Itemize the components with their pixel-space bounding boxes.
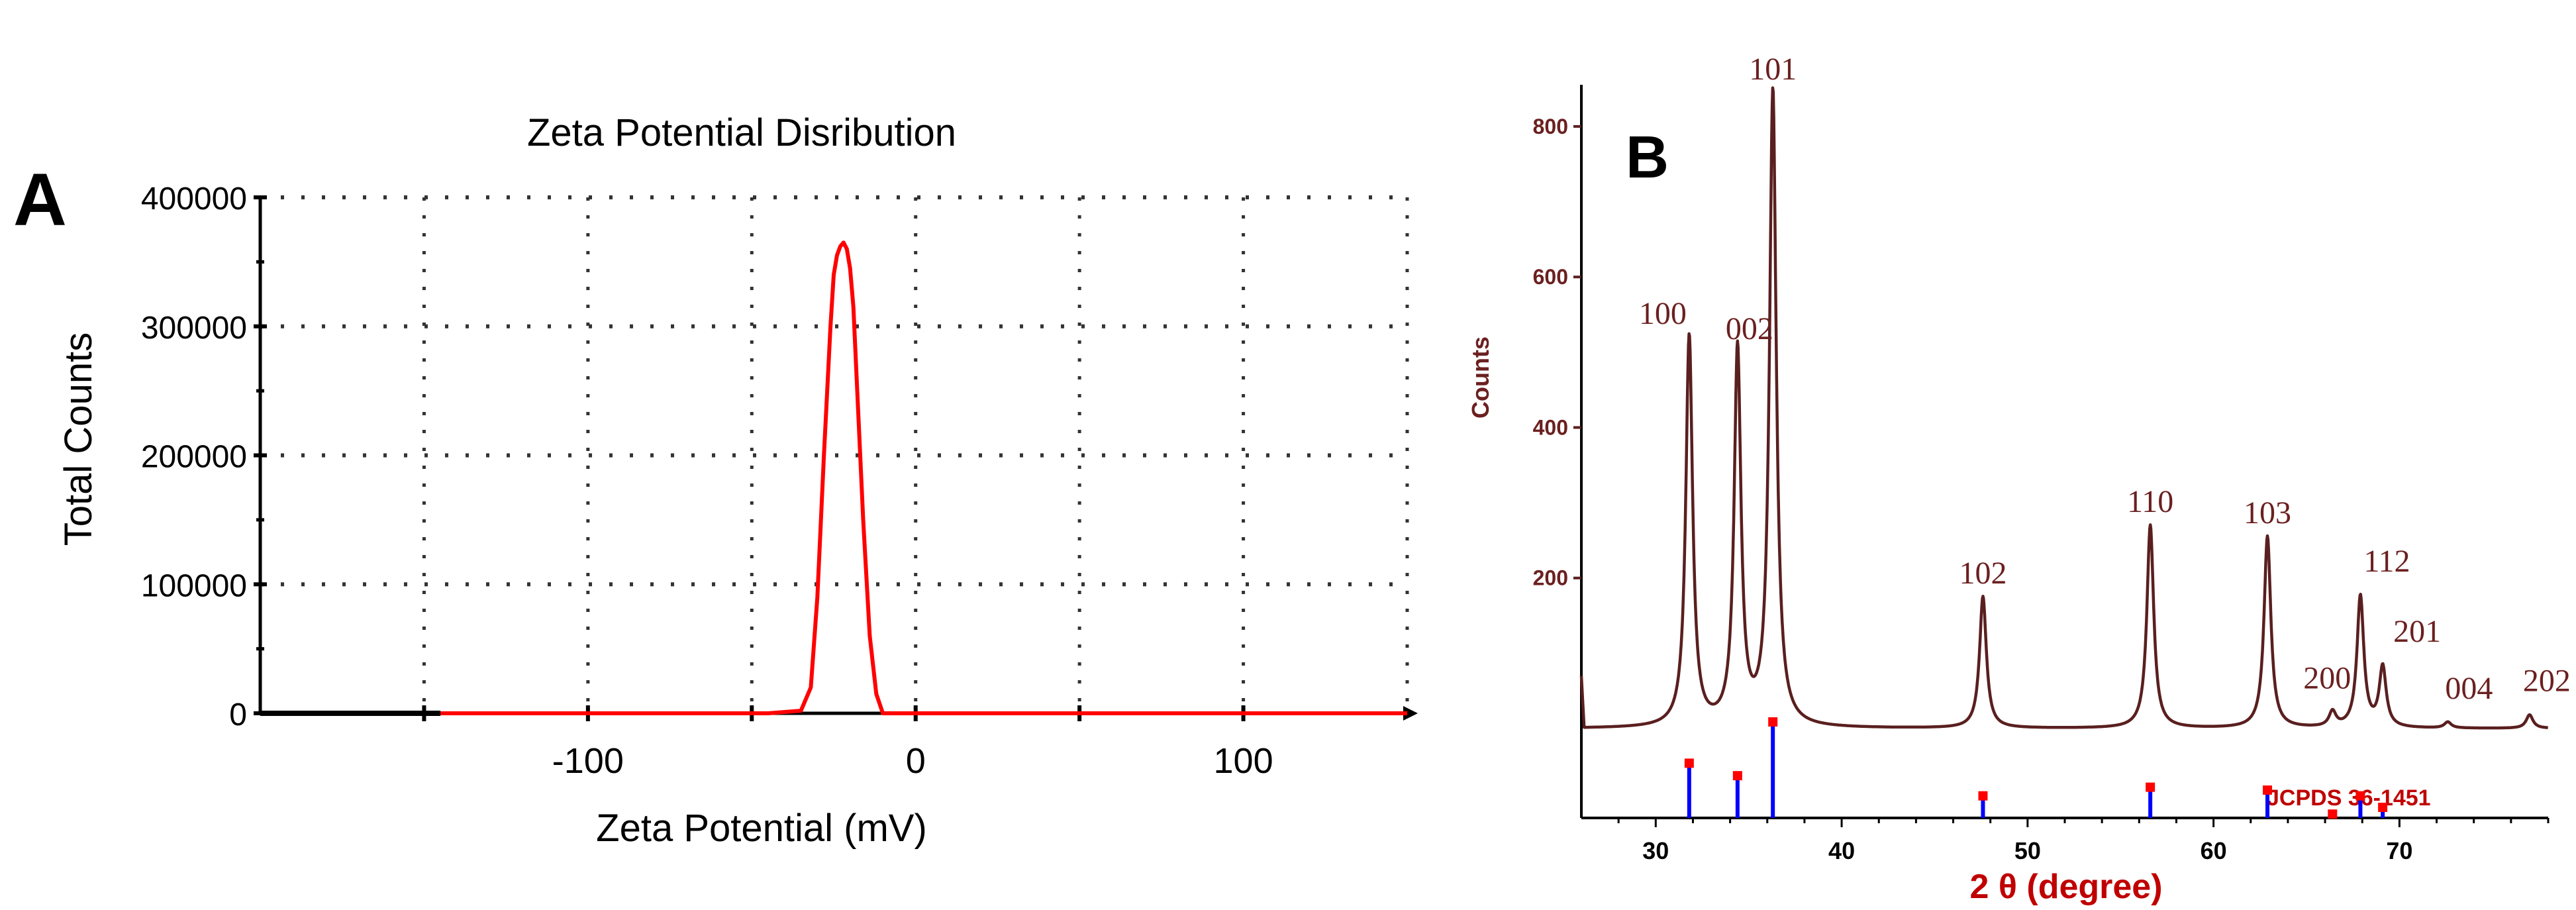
xrd-reference-marker bbox=[1978, 791, 1988, 801]
zeta-ticks: 0 100000 200000 300000 400000 -100 0 100 bbox=[141, 181, 1273, 781]
xrd-reference-marker bbox=[2328, 809, 2338, 819]
xrd-reference-marker bbox=[1768, 717, 1778, 727]
xrd-reference-marker bbox=[2378, 803, 2388, 813]
xrd-reference-sticks bbox=[1684, 717, 2388, 819]
zeta-distribution-line bbox=[440, 240, 1407, 715]
xrd-peak-label: 102 bbox=[1959, 556, 2006, 591]
xrd-peak-label: 201 bbox=[2393, 614, 2441, 649]
xrd-peak-label: 202 bbox=[2523, 664, 2571, 699]
zeta-chart: A Zeta Potential Disribution Zeta Potent… bbox=[13, 111, 1418, 850]
xrd-peak-label: 002 bbox=[1726, 311, 1773, 346]
zeta-y-tick-label: 400000 bbox=[141, 181, 247, 217]
xrd-reference-label: JCPDS 36-1451 bbox=[2267, 785, 2431, 811]
xrd-reference-marker bbox=[1732, 771, 1742, 781]
zeta-x-tick-label: 100 bbox=[1214, 741, 1273, 781]
xrd-reference-marker bbox=[2263, 785, 2273, 795]
xrd-y-tick-label: 400 bbox=[1533, 415, 1568, 439]
xrd-y-tick-label: 600 bbox=[1533, 265, 1568, 289]
xrd-reference-marker bbox=[2146, 782, 2155, 792]
xrd-y-axis-label: Counts bbox=[1467, 336, 1494, 419]
xrd-peak-label: 200 bbox=[2303, 660, 2351, 695]
xrd-peak-label: 112 bbox=[2363, 544, 2410, 579]
xrd-x-tick-label: 70 bbox=[2386, 837, 2412, 864]
xrd-ticks: 200 400 600 800 30 40 50 60 70 bbox=[1533, 115, 2550, 864]
xrd-y-tick-label: 200 bbox=[1533, 566, 1568, 590]
zeta-series bbox=[260, 240, 1407, 716]
xrd-peak-label: 100 bbox=[1639, 296, 1687, 331]
xrd-reference-marker bbox=[2355, 791, 2365, 801]
zeta-title: Zeta Potential Disribution bbox=[527, 111, 956, 154]
xrd-axes bbox=[1580, 85, 2548, 819]
zeta-x-tick-label: -100 bbox=[552, 741, 624, 781]
xrd-peak-label: 110 bbox=[2127, 484, 2173, 519]
xrd-y-tick-label: 800 bbox=[1533, 115, 1568, 138]
zeta-x-tick-label: 0 bbox=[906, 741, 926, 781]
zeta-x-axis-arrow bbox=[1403, 706, 1418, 721]
xrd-x-tick-label: 60 bbox=[2201, 837, 2227, 864]
xrd-x-axis-label: 2 θ (degree) bbox=[1969, 868, 2162, 906]
xrd-x-tick-label: 30 bbox=[1642, 837, 1669, 864]
panel-a-label: A bbox=[13, 158, 67, 241]
zeta-grid bbox=[260, 195, 1409, 713]
zeta-y-tick-label: 300000 bbox=[141, 311, 247, 346]
zeta-y-axis-label: Total Counts bbox=[57, 332, 100, 546]
zeta-y-tick-label: 100000 bbox=[141, 568, 247, 603]
panel-b-label: B bbox=[1626, 125, 1669, 191]
zeta-y-tick-label: 0 bbox=[229, 697, 247, 733]
xrd-series bbox=[1579, 86, 2550, 730]
zeta-x-axis-label: Zeta Potential (mV) bbox=[596, 807, 927, 850]
xrd-chart: B Counts 2 θ (degree) JCPDS 36-1451 200 4… bbox=[1467, 52, 2571, 906]
xrd-x-tick-label: 40 bbox=[1828, 837, 1855, 864]
zeta-axes bbox=[258, 197, 1418, 721]
xrd-peak-label: 004 bbox=[2445, 671, 2493, 706]
xrd-x-tick-label: 50 bbox=[2014, 837, 2041, 864]
zeta-y-tick-label: 200000 bbox=[141, 440, 247, 475]
xrd-pattern-line bbox=[1579, 86, 2550, 730]
xrd-peak-label: 101 bbox=[1749, 52, 1797, 87]
xrd-peak-label: 103 bbox=[2244, 495, 2291, 531]
xrd-reference-marker bbox=[1684, 758, 1694, 768]
